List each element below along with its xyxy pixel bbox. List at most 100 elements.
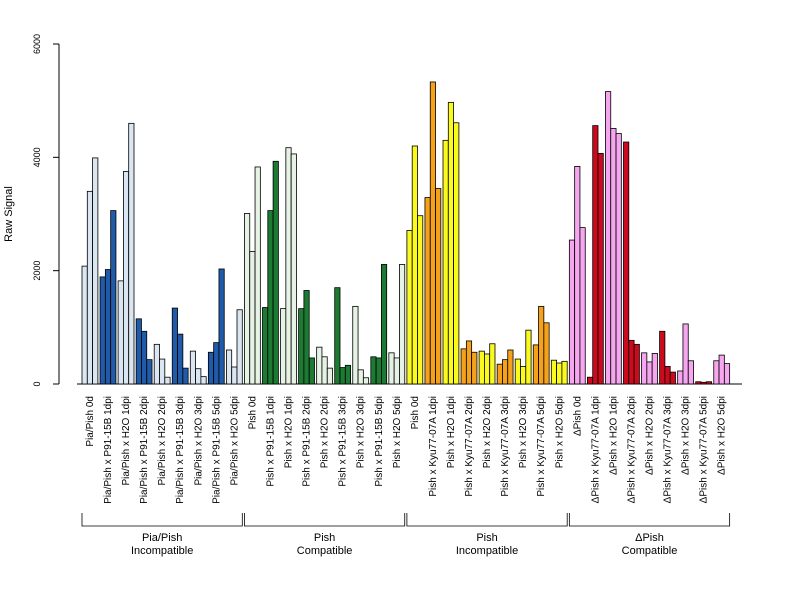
bar: [182, 367, 189, 385]
bar: [579, 227, 586, 385]
bar: [429, 81, 436, 385]
x-tick-label: Pia/Pish x H2O 3dpi: [193, 396, 204, 486]
group-label: ΔPish: [635, 532, 664, 544]
bar: [538, 305, 545, 385]
bar: [651, 352, 658, 385]
group-label: Incompatible: [456, 545, 518, 557]
x-tick-label: Pia/Pish x H2O 1dpi: [121, 396, 132, 486]
bar: [326, 367, 333, 385]
bar: [460, 348, 467, 385]
bar: [285, 147, 292, 385]
bar: [669, 371, 676, 385]
group-bracket: [244, 513, 406, 527]
y-tick-label: 6000: [32, 34, 42, 54]
bar: [713, 360, 720, 385]
bar: [164, 376, 171, 385]
x-tick-label: Pish 0d: [247, 396, 258, 429]
bar: [117, 280, 124, 385]
bar: [695, 381, 702, 385]
bar: [262, 307, 269, 385]
bar: [357, 369, 364, 385]
bar: [525, 329, 532, 385]
x-tick-label: Pish x H2O 2dpi: [320, 396, 331, 468]
bar: [411, 145, 418, 385]
x-tick-label: Pish x H2O 1dpi: [284, 396, 295, 468]
bar: [92, 157, 99, 385]
bar: [344, 364, 351, 385]
bar: [123, 171, 130, 385]
x-tick-label: ΔPish x H2O 1dpi: [608, 396, 619, 475]
bar: [628, 339, 635, 385]
x-tick-label: ΔPish x H2O 2dpi: [645, 396, 656, 475]
bar: [375, 357, 382, 385]
bar: [453, 122, 460, 385]
bar: [110, 210, 117, 385]
x-tick-label: Pish x H2O 1dpi: [446, 396, 457, 468]
bar: [610, 128, 617, 385]
group-label: Incompatible: [131, 545, 193, 557]
bar: [153, 343, 160, 385]
bar: [587, 376, 594, 385]
bar: [254, 166, 261, 385]
x-tick-label: Pish x H2O 2dpi: [482, 396, 493, 468]
x-tick-label: Pish x H2O 3dpi: [518, 396, 529, 468]
x-tick-label: Pia/Pish x P91-15B 3dpi: [175, 396, 186, 504]
bar: [388, 352, 395, 385]
bar: [465, 340, 473, 385]
group-bracket: [568, 513, 731, 527]
bar: [447, 101, 454, 385]
x-tick-label: Pia/Pish x P91-15B 5dpi: [211, 396, 222, 504]
x-tick-label: Pia/Pish x P91-15B 1dpi: [103, 396, 114, 504]
bar: [514, 358, 521, 385]
bar: [370, 356, 377, 385]
bar: [664, 366, 671, 385]
x-tick-label: Pish x Kyu77-07A 3dpi: [500, 396, 511, 497]
bar: [81, 265, 88, 385]
bar: [543, 322, 550, 385]
bar: [718, 354, 725, 385]
group-bracket: [406, 513, 568, 527]
bar: [272, 160, 279, 385]
bar: [597, 152, 604, 385]
bar: [298, 308, 305, 385]
group-label: Compatible: [622, 545, 678, 557]
y-tick-label: 4000: [32, 147, 42, 167]
x-tick-label: ΔPish x Kyu77-07A 5dpi: [699, 396, 710, 503]
x-tick-label: Pia/Pish x H2O 5dpi: [229, 396, 240, 486]
bar: [399, 264, 406, 385]
bar: [520, 366, 527, 385]
x-tick-label: Pish x Kyu77-07A 5dpi: [536, 396, 547, 497]
bar: [442, 139, 449, 385]
bar: [171, 307, 178, 385]
bar: [550, 359, 557, 385]
bar: [303, 290, 310, 385]
bar: [483, 353, 491, 385]
bar: [200, 376, 207, 385]
x-tick-label: Pia/Pish x H2O 2dpi: [157, 396, 168, 486]
bar: [290, 153, 297, 385]
bar: [159, 358, 166, 385]
y-tick-label: 2000: [32, 261, 42, 281]
group-label: Pish: [476, 532, 497, 544]
x-tick-label: ΔPish x Kyu77-07A 1dpi: [590, 396, 601, 503]
x-tick-label: Pish x H2O 5dpi: [554, 396, 565, 468]
bar: [633, 343, 640, 385]
bar: [406, 230, 413, 385]
bar: [700, 381, 707, 385]
bar: [435, 188, 442, 385]
x-tick-label: ΔPish x H2O 5dpi: [717, 396, 728, 475]
x-tick-label: Pish x H2O 3dpi: [356, 396, 367, 468]
bar: [605, 91, 612, 385]
bar: [141, 330, 148, 385]
x-tick-label: Pish x P91-15B 5dpi: [374, 396, 385, 487]
bar: [641, 352, 648, 385]
bar: [556, 362, 563, 385]
bar: [321, 356, 328, 385]
bar: [646, 361, 653, 385]
bar: [561, 360, 568, 385]
bar: [687, 360, 694, 385]
bar: [339, 367, 346, 385]
group-label: Compatible: [297, 545, 353, 557]
bar: [502, 359, 509, 385]
